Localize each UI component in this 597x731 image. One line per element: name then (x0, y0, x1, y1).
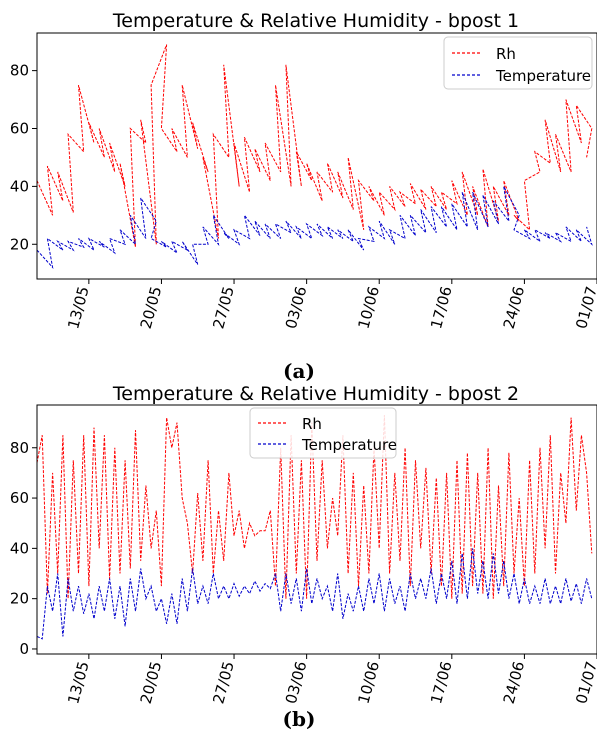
axis-ticks: 0 20 40 60 80 13/05 20/05 27/05 03/06 10/06 17/06 2… (10, 439, 597, 706)
plot-area (36, 415, 593, 640)
chart-title: Temperature & Relative Humidity - bpost … (112, 10, 519, 32)
legend-label-temperature: Temperature (301, 436, 397, 454)
x-tick-label: 03/06 (282, 659, 311, 705)
x-tick-label: 27/05 (209, 659, 238, 705)
chart-panel-b: Temperature & Relative Humidity - bpost … (10, 383, 597, 731)
chart-title: Temperature & Relative Humidity - bpost … (112, 383, 519, 405)
legend-box (249, 407, 397, 459)
x-tick-label: 27/05 (209, 284, 238, 330)
x-tick-label: 10/06 (354, 284, 383, 330)
series-line-rh (36, 415, 593, 599)
y-tick-label: 40 (10, 177, 29, 195)
y-tick-label: 80 (10, 62, 29, 80)
x-tick-label: 03/06 (282, 284, 311, 330)
x-tick-label: 01/07 (572, 284, 597, 330)
x-tick-label: 17/06 (427, 284, 456, 330)
x-tick-label: 17/06 (427, 659, 456, 705)
x-tick-label: 01/07 (572, 659, 597, 705)
y-tick-label: 0 (19, 640, 29, 658)
y-tick-label: 20 (10, 235, 29, 253)
x-tick-label: 20/05 (137, 284, 166, 330)
y-tick-label: 60 (10, 489, 29, 507)
legend: Rh Temperature (443, 36, 593, 90)
x-tick-label: 24/06 (500, 284, 529, 330)
y-tick-label: 80 (10, 439, 29, 457)
legend-label-rh: Rh (496, 45, 516, 63)
x-tick-label: 24/06 (500, 659, 529, 705)
x-tick-label: 20/05 (137, 659, 166, 705)
series-line-temperature (36, 548, 593, 640)
chart-panel-a: Temperature & Relative Humidity - bpost … (10, 10, 597, 383)
y-tick-label: 40 (10, 539, 29, 557)
y-tick-label: 20 (10, 590, 29, 608)
legend-label-rh: Rh (302, 415, 322, 433)
caption: (a) (283, 359, 315, 383)
plot-frame (36, 404, 597, 655)
x-tick-label: 13/05 (64, 284, 93, 330)
plot-area (36, 44, 593, 270)
legend-label-temperature: Temperature (495, 67, 591, 85)
caption: (b) (283, 707, 316, 731)
legend-box (443, 36, 593, 90)
x-tick-label: 10/06 (354, 659, 383, 705)
x-tick-label: 13/05 (64, 659, 93, 705)
plot-frame (36, 32, 597, 280)
series-line-rh (36, 44, 593, 248)
legend: Rh Temperature (249, 407, 397, 459)
series-line-temperature (36, 186, 593, 270)
y-tick-label: 60 (10, 120, 29, 138)
